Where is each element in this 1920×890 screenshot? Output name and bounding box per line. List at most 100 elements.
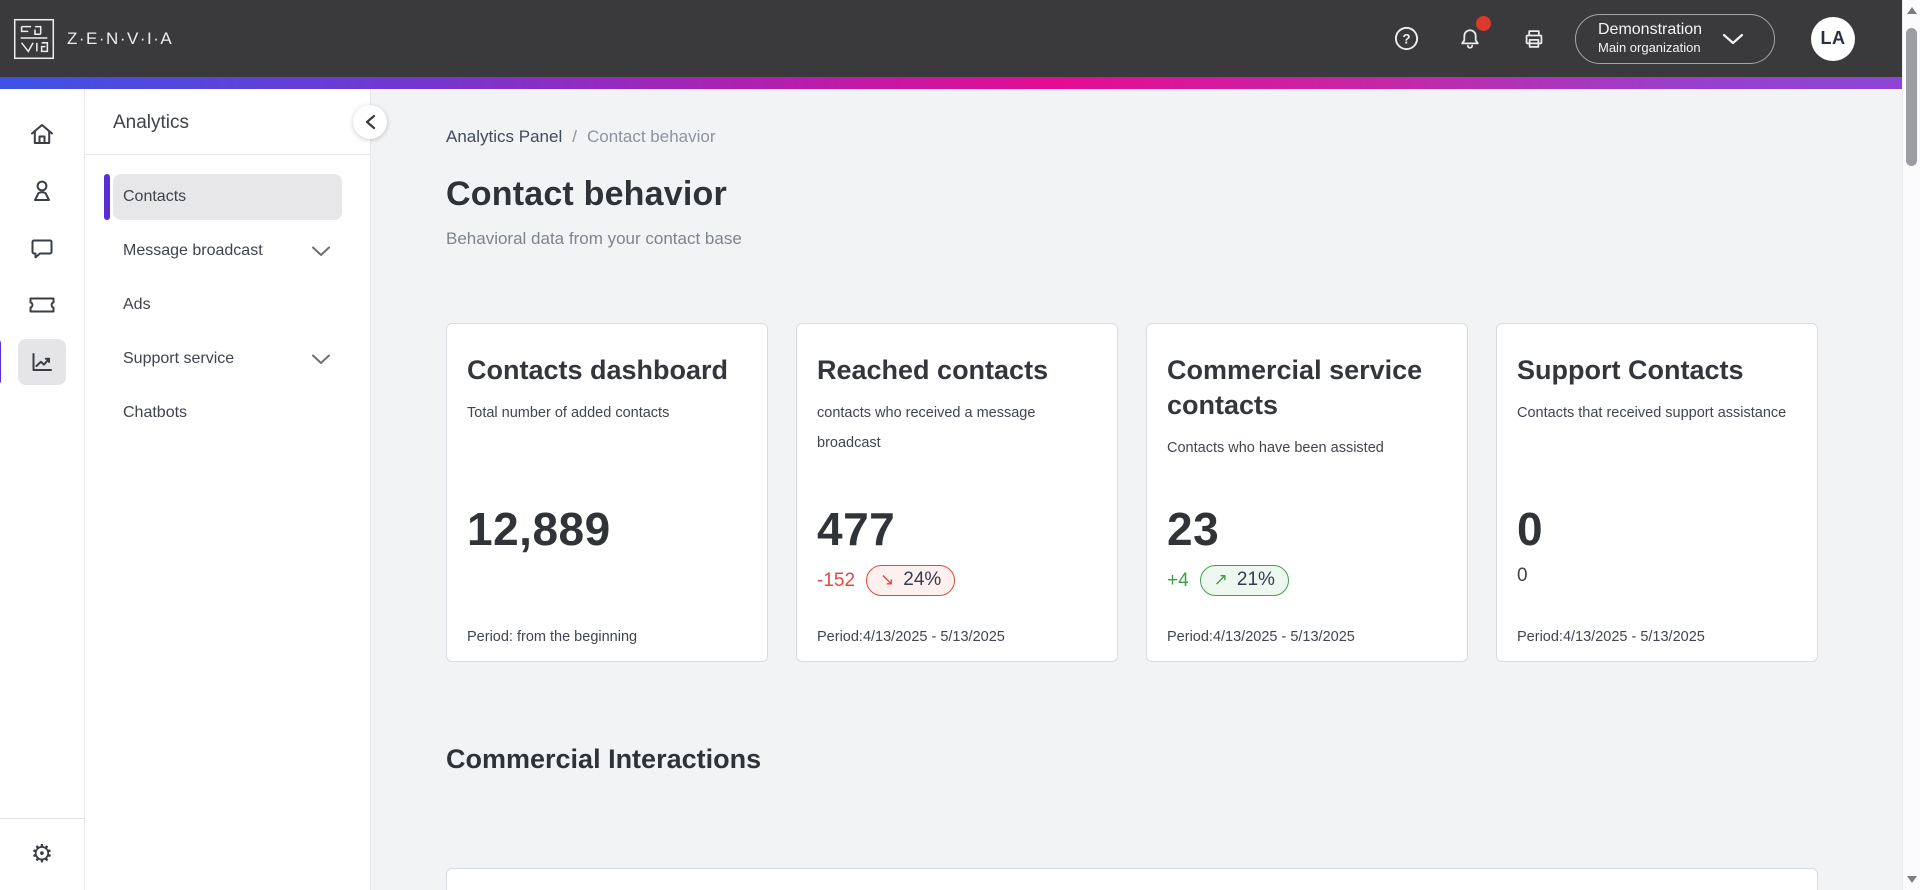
bell-icon — [1461, 28, 1479, 49]
rail-item-contacts[interactable] — [18, 168, 66, 214]
printer-icon — [1525, 29, 1543, 48]
trend-up-arrow-icon: ↗ — [1213, 570, 1228, 590]
gear-icon: ⚙ — [30, 839, 54, 868]
sidebar-divider — [85, 154, 370, 155]
card-period: Period:4/13/2025 - 5/13/2025 — [1167, 629, 1355, 645]
notification-badge — [1476, 15, 1491, 31]
sidebar-item-chatbots[interactable]: Chatbots — [113, 390, 342, 436]
card-description: Contacts who have been assisted — [1167, 440, 1384, 457]
card-title: Contacts dashboard — [467, 355, 729, 385]
metric-value: 23 — [1167, 503, 1220, 555]
card-period: Period:4/13/2025 - 5/13/2025 — [1517, 629, 1705, 645]
org-switcher[interactable]: Demonstration Main organization — [1575, 13, 1775, 64]
sidebar-item-support-service[interactable]: Support service — [113, 336, 342, 382]
card-description: Total number of added contacts — [467, 405, 670, 422]
metric-delta-row: 0 — [1517, 565, 1543, 587]
sidebar-menu: Contacts Message broadcast Ads Support s… — [104, 174, 342, 436]
breadcrumb-current: Contact behavior — [586, 127, 716, 146]
chat-bubble-icon — [31, 239, 53, 259]
section-title-commercial-interactions: Commercial Interactions — [446, 744, 762, 774]
rail-item-home[interactable] — [18, 111, 66, 157]
chevron-left-icon — [365, 114, 375, 130]
sidebar-item-contacts[interactable]: Contacts — [104, 174, 342, 220]
sidebar-item-label: Ads — [123, 296, 151, 313]
main-content: Analytics Panel / Contact behavior Conta… — [371, 89, 1920, 890]
card-metric: 0 0 — [1517, 502, 1543, 587]
rail-divider — [0, 818, 84, 819]
sidebar-item-ads[interactable]: Ads — [113, 282, 342, 328]
card-metric: 23 +4 ↗ 21% — [1167, 502, 1289, 596]
sidebar-item-label: Contacts — [123, 188, 187, 205]
help-icon: ? — [1394, 26, 1418, 51]
trend-percentage: 21% — [1236, 569, 1275, 590]
org-switcher-labels: Demonstration Main organization — [1598, 20, 1702, 56]
delta-value: +4 — [1167, 569, 1189, 591]
metric-delta-row: +4 ↗ 21% — [1167, 565, 1289, 596]
commercial-interactions-panel — [446, 868, 1818, 890]
delta-value: 0 — [1517, 565, 1528, 586]
notifications-button[interactable] — [1455, 15, 1491, 54]
card-support-contacts: Support Contacts Contacts that received … — [1496, 323, 1818, 662]
help-button[interactable]: ? — [1391, 24, 1421, 54]
metric-value: 12,889 — [467, 503, 611, 555]
sidebar-item-label: Support service — [123, 350, 235, 367]
person-icon — [34, 180, 50, 201]
trend-down-arrow-icon: ↘ — [880, 570, 895, 590]
chevron-down-icon — [312, 354, 330, 364]
card-metric: 477 -152 ↘ 24% — [817, 502, 956, 596]
card-description: contacts who received a message broadcas… — [817, 405, 1036, 451]
zenvia-logo-icon — [13, 18, 55, 59]
analytics-chart-icon — [32, 353, 52, 371]
trend-percentage: 24% — [903, 569, 942, 590]
brand-gradient-bar — [0, 77, 1920, 89]
ticket-icon — [29, 297, 55, 313]
page-scrollbar[interactable] — [1902, 0, 1920, 890]
metric-value: 0 — [1517, 503, 1544, 555]
print-button[interactable] — [1519, 24, 1549, 54]
card-period: Period:4/13/2025 - 5/13/2025 — [817, 629, 1005, 645]
rail-item-analytics[interactable] — [0, 339, 66, 385]
svg-text:?: ? — [1402, 31, 1410, 46]
scroll-down-arrow[interactable] — [1907, 876, 1917, 883]
sidebar-item-message-broadcast[interactable]: Message broadcast — [113, 228, 342, 274]
breadcrumb-analytics-panel[interactable]: Analytics Panel — [446, 127, 563, 146]
breadcrumb: Analytics Panel / Contact behavior — [446, 127, 1920, 147]
breadcrumb-separator: / — [572, 127, 577, 146]
card-reached-contacts: Reached contacts contacts who received a… — [796, 323, 1118, 662]
card-contacts-dashboard: Contacts dashboard Total number of added… — [446, 323, 768, 662]
avatar[interactable]: LA — [1811, 16, 1855, 61]
rail-bottom: ⚙ — [0, 818, 84, 890]
sidebar-title: Analytics — [113, 112, 190, 133]
icon-rail: ⚙ — [0, 89, 85, 890]
topbar: Z·E·N·V·I·A ? — [0, 0, 1920, 77]
card-title: Commercial service contacts — [1167, 355, 1423, 421]
metric-delta-row: -152 ↘ 24% — [817, 565, 956, 596]
page-subtitle: Behavioral data from your contact base — [446, 229, 742, 248]
scroll-up-arrow[interactable] — [1907, 7, 1917, 14]
card-title: Reached contacts — [817, 355, 1049, 385]
page-title: Contact behavior — [446, 175, 727, 213]
trend-badge: ↗ 21% — [1199, 565, 1289, 596]
rail-item-campaigns[interactable] — [18, 282, 66, 328]
sidebar-item-label: Chatbots — [123, 404, 188, 421]
home-icon — [31, 124, 53, 144]
metric-value: 477 — [817, 503, 896, 555]
trend-badge: ↘ 24% — [866, 565, 956, 596]
brand-logo[interactable]: Z·E·N·V·I·A — [13, 18, 173, 60]
brand-text: Z·E·N·V·I·A — [67, 28, 174, 48]
settings-button[interactable]: ⚙ — [31, 841, 53, 866]
card-commercial-service-contacts: Commercial service contacts Contacts who… — [1146, 323, 1468, 662]
org-name: Demonstration — [1598, 21, 1703, 39]
chevron-down-icon — [1722, 33, 1744, 44]
stat-cards-row: Contacts dashboard Total number of added… — [446, 323, 1920, 662]
sidebar-collapse-button[interactable] — [353, 105, 387, 139]
scrollbar-thumb[interactable] — [1906, 28, 1917, 166]
topbar-actions: ? Demonstration Mai — [1357, 13, 1855, 64]
analytics-sidebar: Analytics Contacts Message broadcast Ads… — [85, 89, 371, 890]
delta-value: -152 — [817, 569, 856, 591]
card-title: Support Contacts — [1517, 355, 1744, 385]
rail-item-conversations[interactable] — [18, 225, 66, 271]
sidebar-item-label: Message broadcast — [123, 242, 263, 259]
card-metric: 12,889 — [467, 502, 611, 556]
org-subtitle: Main organization — [1598, 40, 1701, 56]
